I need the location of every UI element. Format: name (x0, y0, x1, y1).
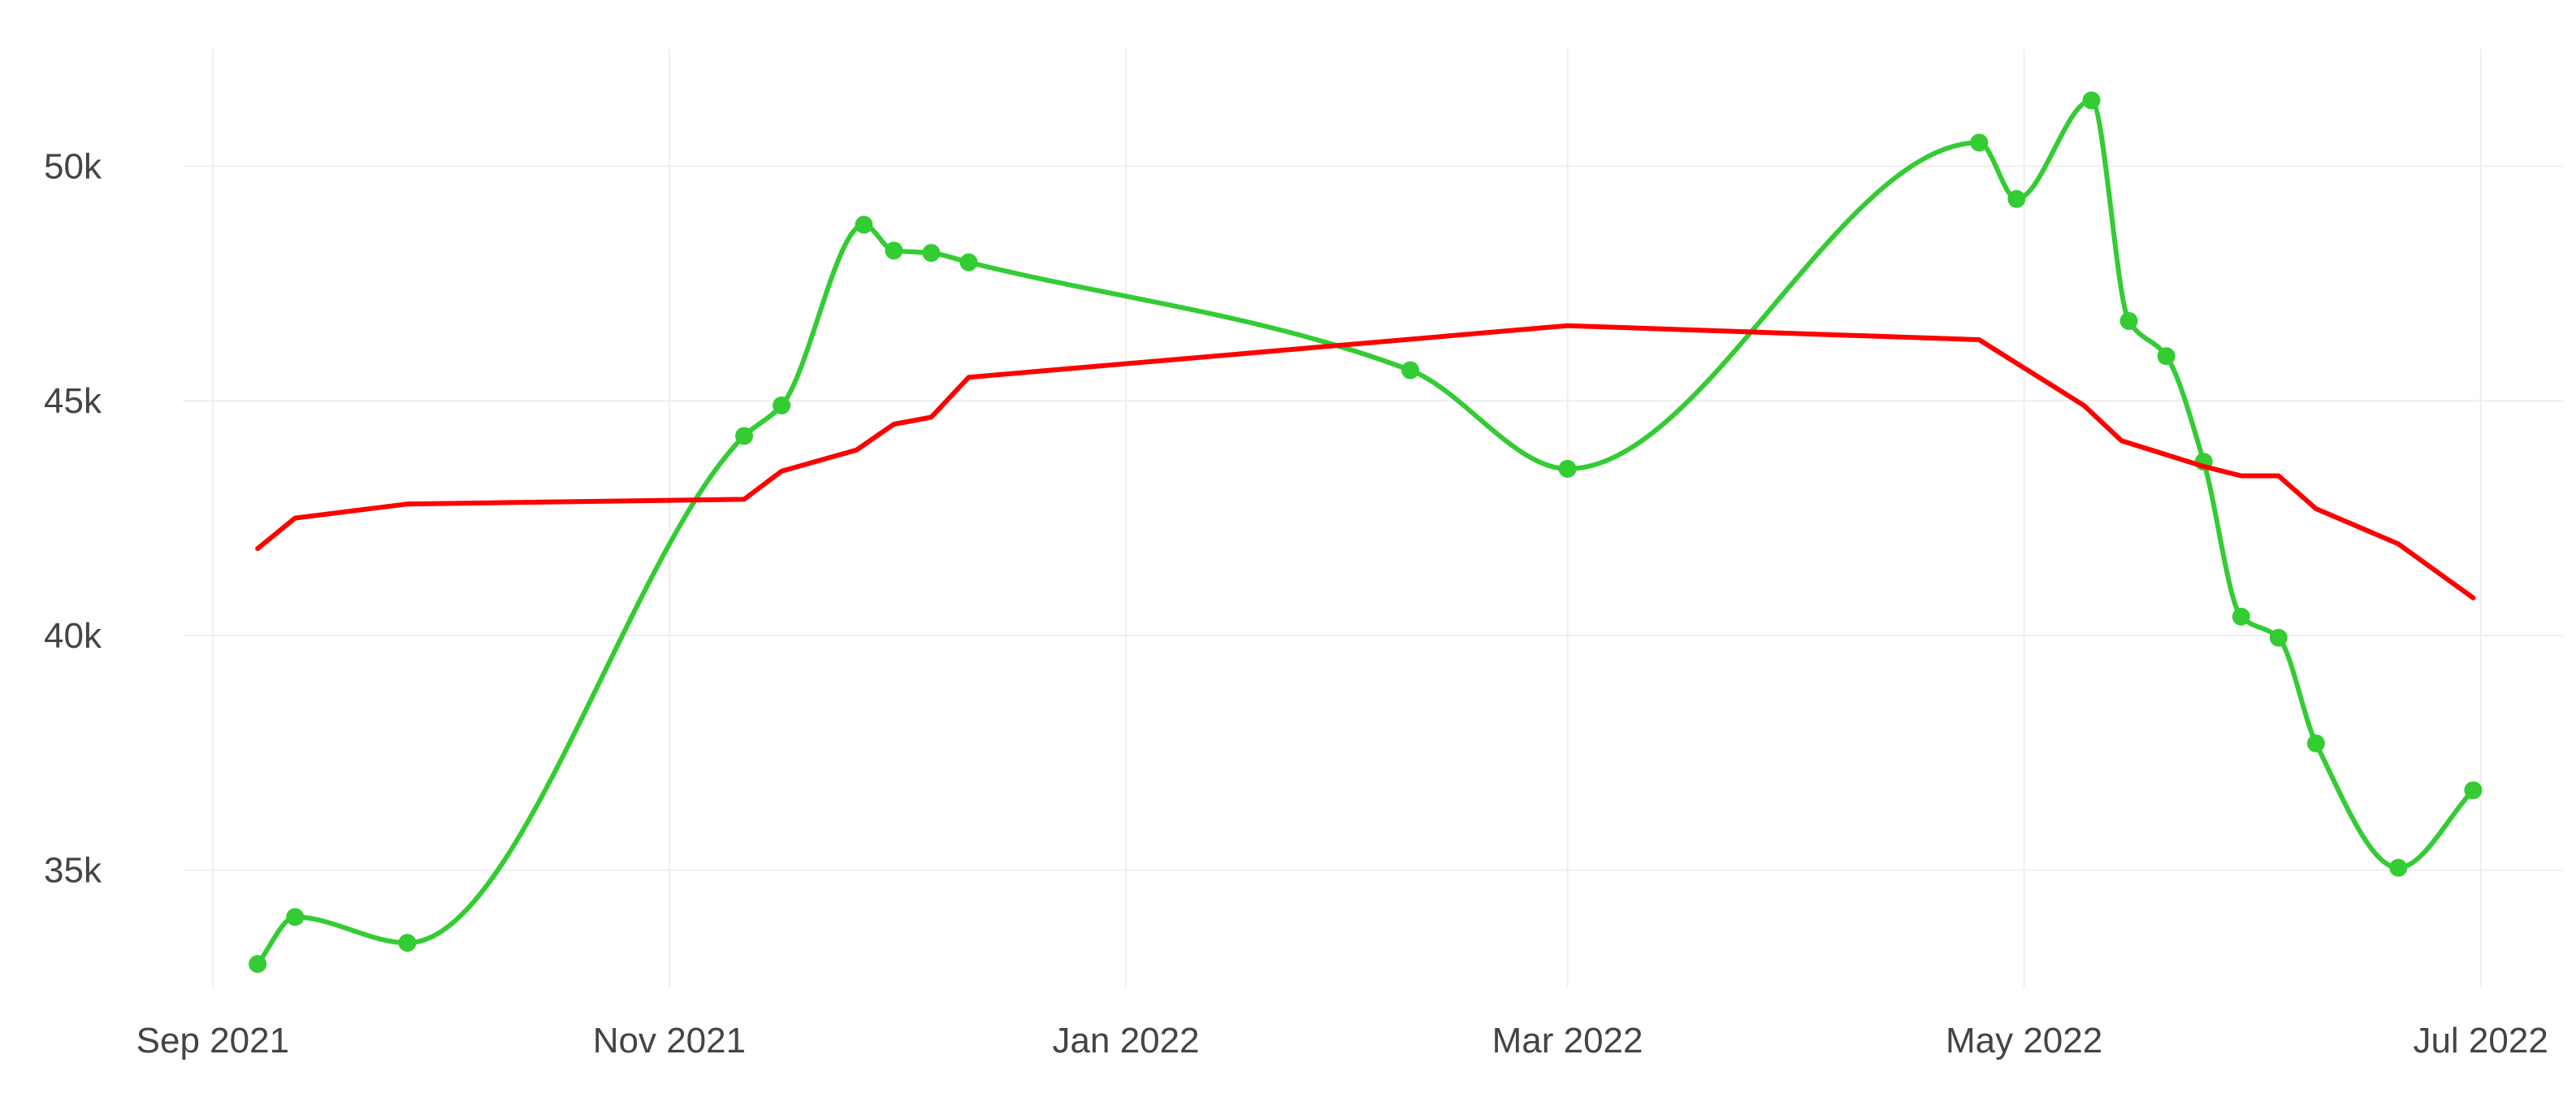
series-1-point[interactable] (2306, 734, 2325, 753)
series-1-point[interactable] (2157, 347, 2176, 366)
series-1-point[interactable] (773, 396, 791, 414)
series-1-point[interactable] (922, 244, 941, 262)
series-1-point[interactable] (1970, 133, 1989, 152)
x-tick-label: Sep 2021 (136, 1021, 289, 1061)
axes: 35k 40k 45k 50k Sep 2021 Nov 2021 Jan 2022 Mar … (44, 146, 2548, 1061)
series-1-point[interactable] (2007, 189, 2026, 208)
series-1-point[interactable] (2232, 607, 2250, 626)
y-tick-label: 50k (44, 146, 102, 186)
y-tick-label: 45k (44, 381, 102, 421)
y-tick-label: 40k (44, 616, 102, 656)
series-layer (249, 91, 2483, 974)
grid (183, 49, 2563, 987)
series-1-line (255, 98, 2476, 967)
series-1-point[interactable] (398, 934, 417, 952)
series-1-point[interactable] (855, 215, 873, 234)
x-tick-label: Nov 2021 (593, 1021, 746, 1061)
y-tick-label: 35k (44, 851, 102, 891)
series-1-point[interactable] (735, 427, 754, 445)
x-tick-label: May 2022 (1946, 1021, 2102, 1061)
series-1-point[interactable] (885, 241, 903, 260)
series-1-point[interactable] (2119, 311, 2138, 330)
series-1-point[interactable] (1558, 459, 1577, 478)
series-1-point[interactable] (2389, 858, 2408, 877)
series-2-line (255, 323, 2476, 601)
series-1-point[interactable] (286, 908, 305, 926)
series-1-point[interactable] (2464, 781, 2483, 800)
series-1-point[interactable] (2082, 91, 2101, 110)
x-tick-label: Jan 2022 (1052, 1021, 1199, 1061)
x-tick-label: Mar 2022 (1492, 1021, 1643, 1061)
series-1-point[interactable] (2269, 628, 2288, 647)
x-tick-label: Jul 2022 (2413, 1021, 2548, 1061)
series-1-point[interactable] (959, 253, 978, 271)
series-1-point[interactable] (249, 955, 267, 974)
series-1-point[interactable] (1401, 361, 1420, 380)
